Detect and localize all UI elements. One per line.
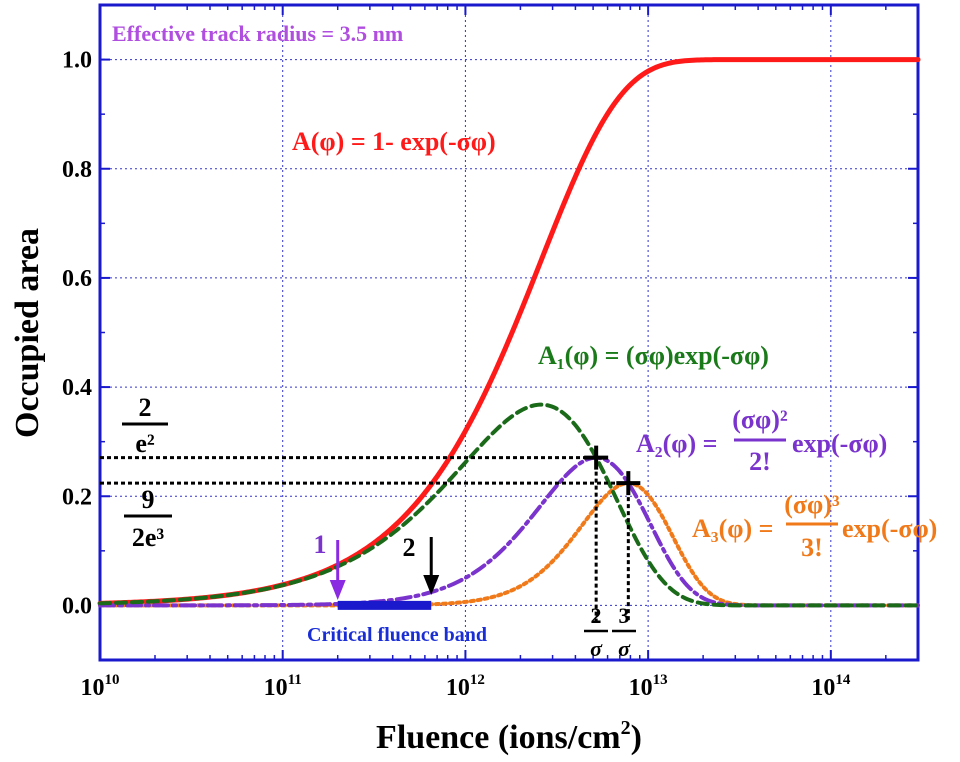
peak2-den: σ [618,636,631,661]
arrow-2-head [423,575,440,595]
x-tick-base: 10 [264,675,288,701]
peak1-plus-marker [584,445,609,470]
y-axis-label: Occupied area [9,228,46,438]
x-tick-exponent: 12 [470,672,485,688]
x-axis-label: Fluence (ions/cm2) [376,717,642,756]
eq-A2-den: 2! [749,447,771,476]
x-tick-label: 1013 [629,672,668,701]
y-tick-label: 0.4 [62,375,92,401]
x-tick-exponent: 10 [105,672,120,688]
x-tick-base: 10 [81,675,105,701]
x-tick-base: 10 [446,675,470,701]
x-tick-exponent: 14 [835,672,851,688]
arrow-1-head [329,580,346,600]
frac-9-over-2e3-den: 2e³ [132,523,165,552]
eq-A3-lhs: A₃(φ) = [692,514,773,543]
frac-2-over-e2-den: e² [135,429,155,458]
x-tick-base: 10 [811,675,835,701]
eq-A2-num: (σφ)² [732,405,788,434]
series-A1-line [98,402,920,608]
peak1-den: σ [590,636,603,661]
series-layer [97,57,921,608]
frac-9-over-2e3-num: 9 [142,485,155,514]
y-tick-label: 0.8 [62,157,92,183]
y-tick-label: 1.0 [62,48,92,74]
x-tick-label: 1012 [446,672,485,701]
y-tick-label: 0.0 [62,593,92,619]
y-tick-label: 0.6 [62,266,92,292]
x-tick-label: 1011 [264,672,302,701]
marker-2-label: 2 [403,533,416,562]
x-axis-label-main: Fluence (ions/cm [376,719,621,756]
x-axis-label-sup: 2 [621,717,631,739]
eq-A3-den: 3! [801,533,823,562]
plot-frame [98,3,920,662]
peak1-num: 2 [591,603,602,628]
track-radius-note: Effective track radius = 3.5 nm [112,21,403,46]
x-tick-exponent: 11 [288,672,302,688]
frac-2-over-e2-num: 2 [139,393,152,422]
eq-A-label: A(φ) = 1- exp(-σφ) [292,127,496,156]
x-tick-label: 1014 [811,672,851,701]
peak2-plus-marker [616,471,641,496]
eq-A3-rhs: exp(-σφ) [842,514,937,543]
eq-A2-lhs: A₂(φ) = [636,429,717,458]
x-tick-base: 10 [629,675,653,701]
marker-1-label: 1 [314,530,327,559]
y-tick-label: 0.2 [62,484,92,510]
eq-A1-label: A₁(φ) = (σφ)exp(-σφ) [538,341,769,370]
x-axis-label-end: ) [631,719,642,756]
x-tick-exponent: 13 [653,672,668,688]
peak2-num: 3 [619,603,630,628]
x-tick-label: 1010 [81,672,120,701]
annotation-layer [100,445,641,622]
eq-A2-rhs: exp(-σφ) [792,429,887,458]
critical-band-label: Critical fluence band [307,624,487,646]
eq-A3-num: (σφ)³ [784,490,840,519]
